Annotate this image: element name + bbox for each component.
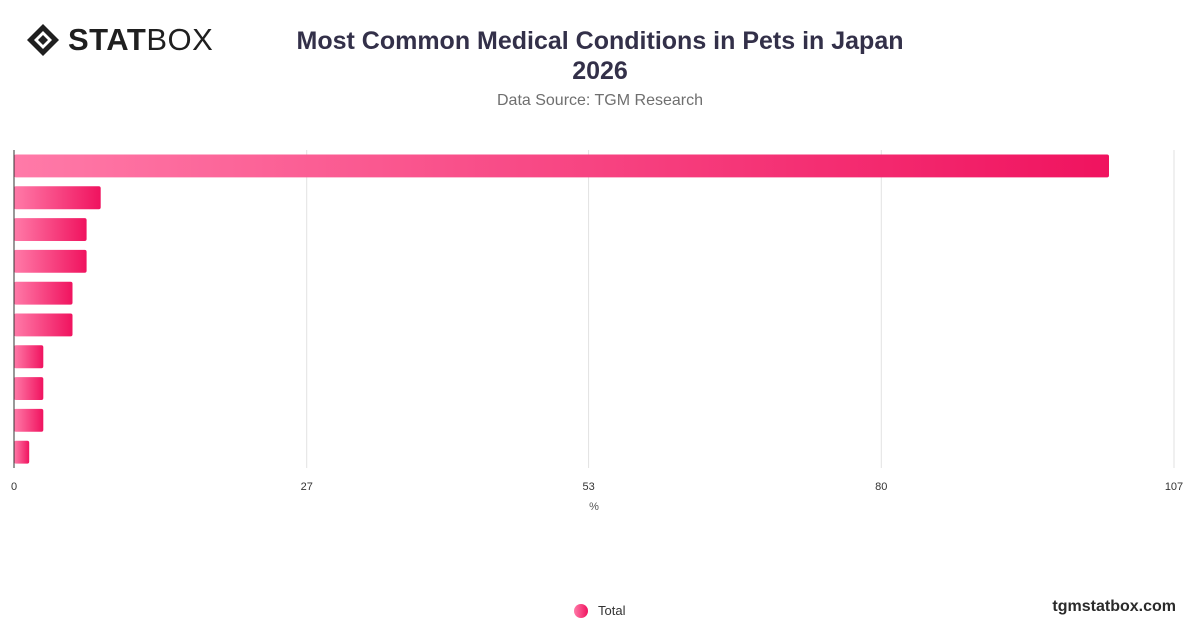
bar-5[interactable] xyxy=(14,281,73,305)
x-tick-label: 0 xyxy=(11,481,17,493)
statbox-diamond-icon xyxy=(27,24,59,56)
bar-3[interactable] xyxy=(14,218,87,241)
x-tick-label: 107 xyxy=(1165,481,1183,493)
chart-subtitle: Data Source: TGM Research xyxy=(496,92,703,109)
bar-9[interactable] xyxy=(14,408,44,432)
bar-1[interactable] xyxy=(14,154,1109,178)
bar-4[interactable] xyxy=(14,249,87,273)
bar-10[interactable] xyxy=(14,440,30,464)
bar-6[interactable] xyxy=(14,313,73,337)
bar-8[interactable] xyxy=(14,377,44,400)
legend[interactable]: Total xyxy=(574,603,625,618)
legend-label-total: Total xyxy=(598,603,626,618)
bars xyxy=(14,154,1109,464)
statbox-logo: STATBOX xyxy=(26,22,213,58)
chart-title: Most Common Medical Conditions in Pets i… xyxy=(250,26,950,86)
x-tick-label: 80 xyxy=(875,481,887,493)
x-axis-label: % xyxy=(589,501,599,513)
logo-text-light: BOX xyxy=(146,22,214,57)
x-tick-label: 27 xyxy=(301,481,313,493)
x-tick-label: 53 xyxy=(582,481,594,493)
bar-7[interactable] xyxy=(14,345,44,369)
x-axis: 0 27 53 80 107% xyxy=(11,150,1183,513)
bar-2[interactable] xyxy=(14,186,101,210)
logo-wordmark: STATBOX xyxy=(68,22,213,58)
legend-marker-icon xyxy=(574,603,588,618)
site-brand: tgmstatbox.com xyxy=(1052,598,1176,615)
logo-text-bold: STAT xyxy=(68,22,147,57)
chart-title-line2: 2026 xyxy=(572,57,628,85)
grid-lines xyxy=(306,150,1175,468)
chart-title-line1: Most Common Medical Conditions in Pets i… xyxy=(296,27,904,55)
